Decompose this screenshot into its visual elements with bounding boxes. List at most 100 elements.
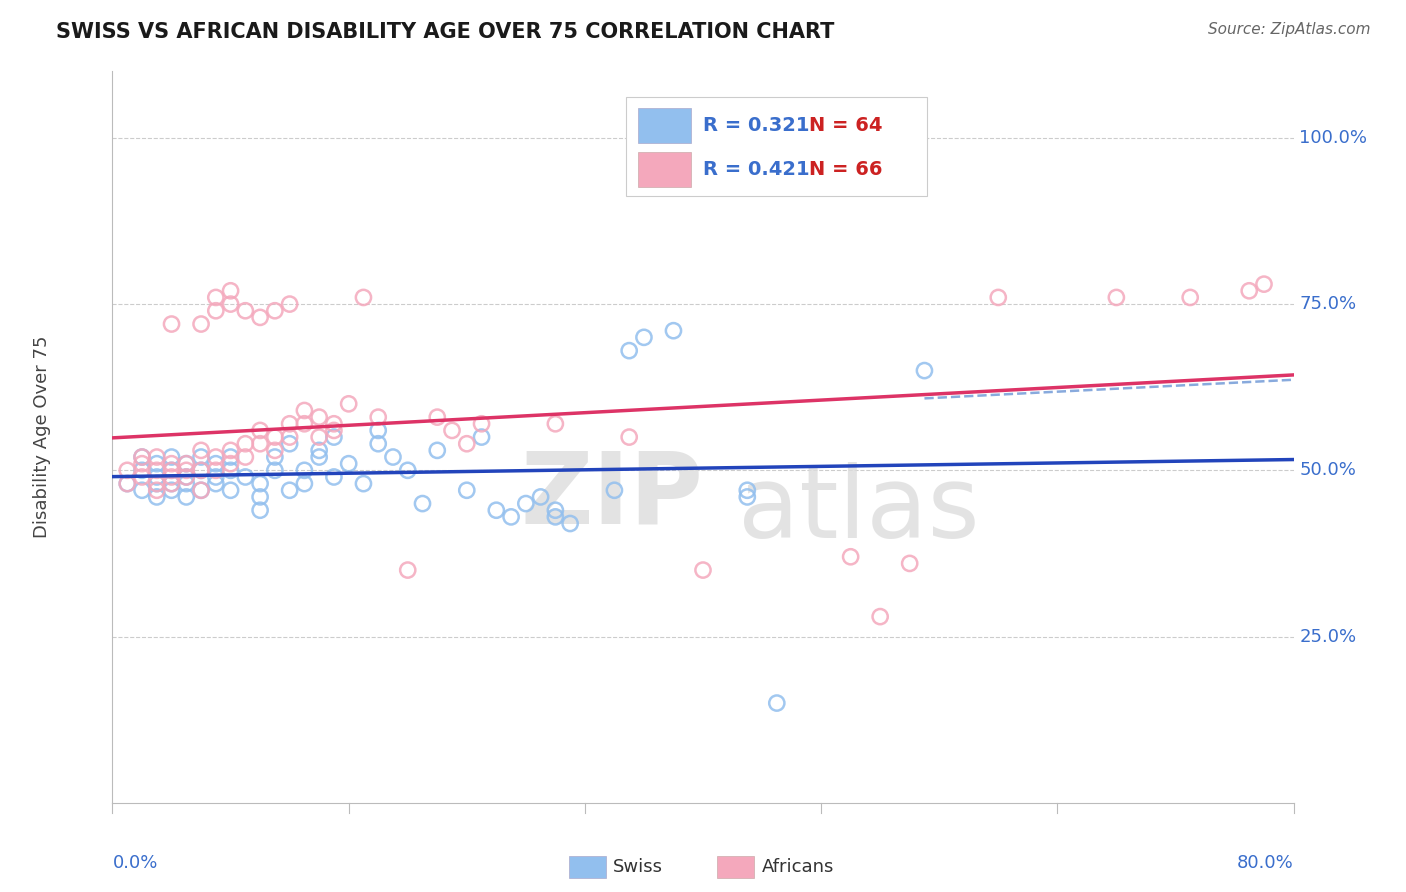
Point [219,457,242,471]
Point [367,424,389,438]
Point [205,303,228,318]
Bar [638,152,692,187]
Point [160,476,183,491]
Text: ZIP: ZIP [520,447,703,544]
Point [352,476,374,491]
Text: SWISS VS AFRICAN DISABILITY AGE OVER 75 CORRELATION CHART: SWISS VS AFRICAN DISABILITY AGE OVER 75 … [56,22,835,42]
Point [1105,290,1128,304]
Point [839,549,862,564]
Point [146,476,169,491]
Point [205,450,228,464]
Point [249,310,271,325]
Point [367,410,389,425]
Point [117,463,138,477]
Point [249,476,271,491]
Point [1253,277,1275,292]
Point [174,457,197,471]
Point [160,476,183,491]
Point [544,503,567,517]
Point [146,457,169,471]
Point [233,303,256,318]
Point [323,424,346,438]
Point [337,457,360,471]
Point [292,403,315,417]
Point [131,450,153,464]
Point [737,483,759,498]
Point [869,609,891,624]
Point [219,463,242,477]
Point [737,490,759,504]
Point [264,463,287,477]
Point [396,463,419,477]
Point [160,463,183,477]
Point [190,483,212,498]
Point [160,450,183,464]
Text: R = 0.321: R = 0.321 [703,116,810,135]
Text: N = 64: N = 64 [810,116,883,135]
Point [485,503,508,517]
Point [292,476,315,491]
Point [278,417,301,431]
Text: 75.0%: 75.0% [1299,295,1357,313]
Point [146,450,169,464]
Point [544,509,567,524]
Point [174,470,197,484]
Point [292,417,315,431]
Point [396,563,419,577]
Text: N = 66: N = 66 [810,160,883,179]
Point [544,417,567,431]
Point [131,457,153,471]
Point [146,476,169,491]
Point [898,557,921,571]
Point [633,330,655,344]
Point [1239,284,1261,298]
Point [205,457,228,471]
Point [529,490,551,504]
Point [233,436,256,450]
Point [249,424,271,438]
Point [308,443,330,458]
Point [117,476,138,491]
Text: 80.0%: 80.0% [1237,854,1294,872]
Point [352,290,374,304]
Point [205,470,228,484]
Text: Africans: Africans [762,858,834,876]
Point [249,490,271,504]
Point [219,284,242,298]
Point [249,503,271,517]
Point [662,324,685,338]
Point [264,450,287,464]
Point [131,463,153,477]
Point [160,463,183,477]
Point [278,430,301,444]
Point [219,483,242,498]
Point [470,430,494,444]
Point [426,443,449,458]
Point [160,457,183,471]
Point [264,430,287,444]
Point [278,483,301,498]
Point [308,410,330,425]
Point [174,490,197,504]
Point [233,470,256,484]
Point [160,317,183,331]
Point [146,490,169,504]
Text: 50.0%: 50.0% [1299,461,1357,479]
Point [501,509,523,524]
Point [337,397,360,411]
Text: 100.0%: 100.0% [1299,128,1368,147]
Point [456,483,478,498]
Point [146,463,169,477]
Point [190,483,212,498]
Text: R = 0.421: R = 0.421 [703,160,810,179]
Point [205,476,228,491]
Point [131,470,153,484]
Point [233,450,256,464]
Point [146,483,169,498]
Point [323,417,346,431]
Point [426,410,449,425]
Point [174,463,197,477]
Polygon shape [626,97,928,195]
Text: 0.0%: 0.0% [112,854,157,872]
Point [367,436,389,450]
